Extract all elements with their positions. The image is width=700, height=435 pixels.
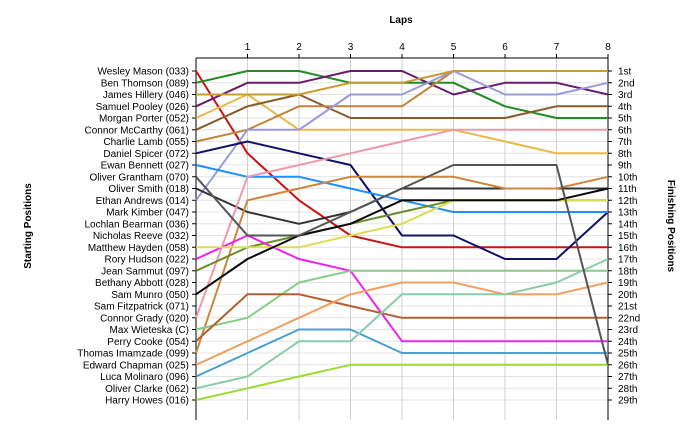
finish-label: 22nd	[618, 313, 640, 324]
driver-series-line	[196, 70, 608, 96]
lap-label: 2	[296, 42, 302, 53]
driver-label: Nicholas Reeve (032)	[93, 231, 189, 242]
driver-label: Perry Cooke (054)	[107, 337, 189, 348]
finish-label: 29th	[618, 396, 637, 407]
finish-label: 19th	[618, 278, 637, 289]
series-lines	[195, 70, 609, 401]
lap-label: 3	[348, 42, 354, 53]
finish-label: 2nd	[618, 78, 635, 89]
driver-label: Charlie Lamb (055)	[103, 137, 189, 148]
driver-label: Sam Fitzpatrick (071)	[94, 302, 189, 313]
driver-label: Connor Grady (020)	[100, 313, 189, 324]
driver-label: Oliver Grantham (070)	[90, 172, 189, 183]
y-axis-title-right: Finishing Positions	[665, 180, 676, 273]
x-axis-title: Laps	[389, 15, 413, 26]
finish-label: 21st	[618, 302, 637, 313]
driver-label: Oliver Clarke (062)	[105, 384, 189, 395]
driver-label: Ethan Andrews (014)	[96, 196, 189, 207]
driver-label: Ben Thomson (089)	[101, 78, 189, 89]
driver-label: Rory Hudson (022)	[105, 255, 189, 266]
lap-label: 1	[245, 42, 251, 53]
driver-label: Mark Kimber (047)	[106, 208, 189, 219]
starting-position-labels: Wesley Mason (033)Ben Thomson (089)James…	[77, 67, 189, 407]
driver-label: Thomas Imamzade (099)	[77, 349, 189, 360]
finish-label: 23rd	[618, 325, 638, 336]
finish-label: 26th	[618, 360, 637, 371]
finish-label: 25th	[618, 349, 637, 360]
driver-label: Harry Howes (016)	[105, 396, 189, 407]
lap-tick-labels: 1 2 3 4 5 6 7 8	[245, 42, 612, 53]
finish-label: 6th	[618, 125, 632, 136]
driver-series-line	[195, 328, 608, 378]
driver-series-line	[195, 269, 608, 331]
y-axis-title-left: Starting Positions	[23, 183, 34, 269]
driver-label: Ewan Bennett (027)	[101, 161, 189, 172]
driver-label: Lochlan Bearman (036)	[84, 219, 189, 230]
finish-label: 18th	[618, 266, 637, 277]
finish-label: 8th	[618, 149, 632, 160]
driver-series-line	[195, 93, 608, 155]
driver-series-line	[195, 93, 608, 131]
finish-label: 27th	[618, 372, 637, 383]
finish-label: 7th	[618, 137, 632, 148]
finish-label: 28th	[618, 384, 637, 395]
driver-series-line	[195, 140, 609, 260]
driver-series-line	[195, 128, 608, 319]
finish-label: 11th	[618, 184, 637, 195]
driver-series-line	[195, 363, 608, 401]
lap-label: 6	[502, 42, 508, 53]
finish-label: 17th	[618, 255, 637, 266]
lap-label: 8	[605, 42, 611, 53]
finish-label: 5th	[618, 114, 632, 125]
driver-series-line	[195, 234, 608, 343]
finish-label: 10th	[618, 172, 637, 183]
driver-label: Matthew Hayden (058)	[88, 243, 189, 254]
driver-series-line	[195, 258, 609, 390]
driver-label: Luca Molinaro (096)	[100, 372, 189, 383]
finish-label: 12th	[618, 196, 637, 207]
lap-label: 7	[554, 42, 560, 53]
finishing-position-labels: 1st2nd3rd4th5th6th7th8th9th10th11th12th1…	[618, 67, 640, 407]
driver-label: Sam Munro (050)	[111, 290, 189, 301]
finish-label: 14th	[618, 219, 637, 230]
driver-series-line	[195, 175, 609, 354]
driver-label: Oliver Smith (018)	[108, 184, 189, 195]
driver-label: Edward Chapman (025)	[83, 360, 189, 371]
driver-label: James Hillery (046)	[103, 90, 189, 101]
driver-label: Bethany Abbott (028)	[95, 278, 189, 289]
lap-label: 5	[451, 42, 457, 53]
driver-label: Morgan Porter (052)	[99, 114, 189, 125]
driver-label: Max Wieteska (C)	[110, 325, 189, 336]
driver-label: Wesley Mason (033)	[97, 67, 189, 78]
driver-series-line	[195, 70, 609, 201]
driver-label: Samuel Pooley (026)	[96, 102, 189, 113]
finish-label: 3rd	[618, 90, 632, 101]
finish-label: 13th	[618, 208, 637, 219]
driver-series-line	[195, 70, 609, 108]
driver-series-line	[195, 187, 609, 296]
finish-label: 9th	[618, 161, 632, 172]
finish-label: 20th	[618, 290, 637, 301]
driver-label: Connor McCarthy (061)	[85, 125, 189, 136]
finish-label: 15th	[618, 231, 637, 242]
driver-series-line	[195, 164, 609, 366]
finish-label: 4th	[618, 102, 632, 113]
driver-label: Daniel Spicer (072)	[103, 149, 189, 160]
driver-label: Jean Sammut (097)	[101, 266, 189, 277]
finish-label: 1st	[618, 67, 632, 78]
finish-label: 16th	[618, 243, 637, 254]
driver-series-line	[195, 281, 609, 366]
lap-label: 4	[399, 42, 405, 53]
driver-series-line	[195, 293, 608, 343]
finish-label: 24th	[618, 337, 637, 348]
driver-series-line	[195, 70, 608, 249]
